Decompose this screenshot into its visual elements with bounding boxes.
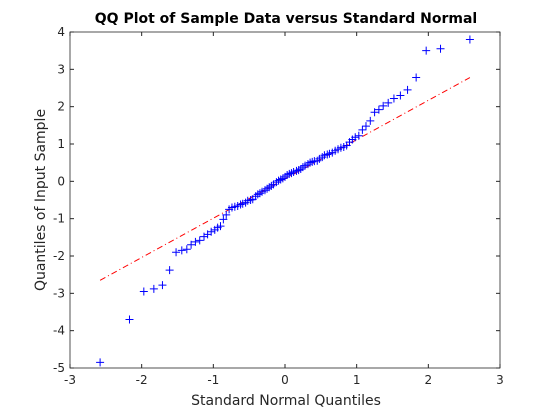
point — [412, 73, 421, 82]
point — [354, 131, 363, 140]
x-tick-label: -3 — [64, 373, 76, 387]
point — [177, 246, 186, 255]
point — [308, 157, 317, 166]
axes-box — [69, 31, 501, 369]
y-tick-label: 0 — [57, 174, 65, 188]
point — [182, 245, 191, 254]
point — [251, 192, 260, 201]
point — [200, 232, 209, 241]
y-tick-label: -5 — [53, 361, 65, 375]
point — [384, 98, 393, 107]
point — [253, 190, 262, 199]
x-tick-label: 0 — [281, 373, 289, 387]
point — [370, 108, 379, 117]
point — [296, 165, 305, 174]
point — [298, 163, 307, 172]
y-tick-label: 1 — [57, 137, 65, 151]
point — [165, 266, 174, 275]
point — [195, 236, 204, 245]
point — [366, 116, 375, 125]
point — [267, 181, 276, 190]
point — [263, 184, 272, 193]
point — [255, 189, 264, 198]
point — [358, 125, 367, 134]
point — [216, 222, 225, 231]
point — [272, 178, 281, 187]
point — [313, 156, 322, 165]
x-axis-label: Standard Normal Quantiles — [191, 393, 381, 409]
y-tick-label: 2 — [57, 100, 65, 114]
point — [222, 210, 231, 219]
point — [303, 160, 312, 169]
y-tick-label: -2 — [53, 249, 65, 263]
point — [172, 248, 181, 257]
point — [379, 101, 388, 110]
x-tick-label: 2 — [425, 373, 433, 387]
point — [139, 287, 148, 296]
point — [191, 237, 200, 246]
point — [396, 91, 405, 100]
y-axis-label: Quantiles of Input Sample — [33, 109, 49, 291]
point — [323, 150, 332, 159]
point — [351, 133, 360, 142]
point — [374, 105, 383, 114]
point — [436, 44, 445, 53]
point — [96, 358, 105, 367]
y-tick-label: -1 — [53, 212, 65, 226]
x-tick-label: -2 — [136, 373, 148, 387]
point — [246, 196, 255, 204]
point — [219, 215, 228, 224]
chart-title: QQ Plot of Sample Data versus Standard N… — [95, 11, 477, 27]
point — [403, 85, 412, 94]
y-tick-label: 3 — [57, 62, 65, 76]
x-tick-label: 3 — [496, 373, 504, 387]
point — [149, 284, 158, 293]
point — [465, 35, 474, 44]
point — [422, 46, 431, 55]
point — [187, 240, 196, 249]
point — [274, 176, 283, 185]
point — [125, 315, 134, 324]
point — [287, 169, 296, 178]
y-tick-label: -3 — [53, 286, 65, 300]
point — [265, 183, 274, 192]
point — [207, 227, 216, 236]
point — [318, 153, 327, 162]
point — [285, 169, 294, 178]
point — [236, 200, 245, 209]
y-tick-label: -4 — [53, 324, 65, 338]
y-tick-label: 4 — [57, 25, 65, 39]
x-tick-label: 1 — [353, 373, 361, 387]
point — [306, 158, 315, 167]
point — [281, 172, 289, 181]
point — [283, 170, 292, 179]
point — [292, 166, 301, 175]
point — [158, 281, 167, 290]
x-tick-label: -1 — [207, 373, 219, 387]
point — [241, 198, 250, 207]
point — [276, 175, 285, 184]
point — [278, 174, 287, 183]
point — [361, 122, 370, 131]
point — [389, 94, 398, 103]
point — [260, 186, 269, 195]
point — [294, 166, 303, 175]
